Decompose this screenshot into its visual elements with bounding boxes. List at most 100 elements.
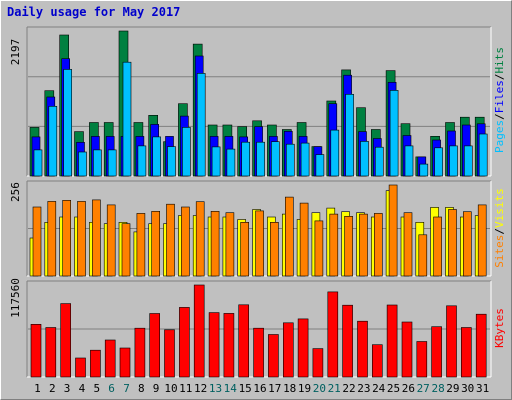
bar-pages-day-19	[300, 142, 310, 177]
bar-kbytes-day-6	[104, 339, 116, 378]
bar-kbytes-day-29	[446, 305, 457, 378]
bar-pages-day-7	[122, 61, 132, 177]
bar-pages-day-30	[463, 145, 473, 177]
x-label-day-22: 22	[342, 382, 355, 395]
bar-pages-day-10	[167, 146, 176, 177]
x-label-day-4: 4	[79, 382, 86, 395]
bar-kbytes-day-4	[75, 357, 86, 378]
bar-sites-day-16	[255, 210, 264, 277]
x-label-day-18: 18	[283, 382, 296, 395]
bar-kbytes-day-12	[193, 284, 205, 378]
x-label-day-1: 1	[34, 382, 41, 395]
bar-sites-day-27	[418, 234, 428, 277]
bar-pages-day-5	[93, 149, 102, 177]
bar-kbytes-day-23	[357, 320, 368, 378]
legend-hits: Hits	[493, 47, 506, 74]
bar-sites-day-23	[359, 213, 368, 277]
bar-sites-day-10	[166, 203, 175, 277]
bar-pages-day-27	[419, 163, 429, 177]
bar-sites-day-15	[240, 222, 249, 277]
x-label-day-15: 15	[239, 382, 252, 395]
x-label-day-16: 16	[253, 382, 266, 395]
bar-kbytes-day-3	[60, 303, 72, 378]
legend-kbytes: KBytes	[493, 308, 506, 348]
x-label-day-11: 11	[179, 382, 192, 395]
bar-sites-day-2	[47, 201, 57, 277]
svg-text:Pages/Files/Hits: Pages/Files/Hits	[493, 47, 506, 153]
bar-pages-day-1	[33, 149, 43, 177]
bar-sites-day-20	[314, 220, 324, 277]
x-label-day-6: 6	[108, 382, 115, 395]
x-label-day-30: 30	[461, 382, 474, 395]
bar-pages-day-16	[256, 141, 265, 177]
bar-pages-day-4	[78, 151, 87, 177]
bar-pages-day-12	[196, 73, 206, 177]
bar-sites-day-13	[210, 211, 220, 277]
bar-kbytes-day-11	[179, 307, 190, 378]
x-label-day-26: 26	[402, 382, 415, 395]
legend-bottom: KBytes	[493, 308, 506, 348]
legend-sites: Sites	[493, 235, 506, 268]
x-label-day-8: 8	[138, 382, 145, 395]
x-label-day-31: 31	[476, 382, 489, 395]
bar-pages-day-3	[63, 69, 73, 177]
x-label-day-24: 24	[372, 382, 386, 395]
bar-kbytes-day-22	[342, 304, 353, 378]
x-label-day-12: 12	[194, 382, 207, 395]
bar-pages-day-25	[389, 90, 399, 177]
bar-pages-day-6	[107, 149, 117, 177]
bar-kbytes-day-31	[475, 313, 487, 378]
bar-sites-day-1	[32, 206, 42, 277]
bar-sites-day-11	[181, 206, 190, 277]
bar-kbytes-day-2	[45, 327, 57, 378]
x-label-day-25: 25	[387, 382, 400, 395]
bar-pages-day-28	[434, 147, 443, 177]
bar-kbytes-day-30	[460, 327, 472, 378]
bar-sites-day-8	[136, 213, 146, 277]
legend-sep-1: /	[493, 113, 506, 120]
legend-sep-2: /	[493, 74, 506, 81]
bar-kbytes-day-5	[90, 349, 101, 378]
bar-pages-day-11	[182, 127, 191, 177]
x-label-day-29: 29	[446, 382, 459, 395]
bar-sites-day-28	[433, 216, 442, 277]
x-label-day-17: 17	[268, 382, 281, 395]
bar-kbytes-day-14	[223, 313, 235, 378]
bar-kbytes-day-24	[371, 344, 383, 378]
bar-sites-day-9	[151, 211, 160, 277]
bar-sites-day-19	[299, 202, 309, 277]
bar-sites-day-25	[388, 184, 398, 277]
bar-kbytes-day-25	[386, 304, 398, 378]
bar-pages-day-22	[345, 94, 354, 177]
bar-kbytes-day-18	[282, 322, 294, 378]
x-label-day-2: 2	[49, 382, 56, 395]
x-label-day-14: 14	[224, 382, 238, 395]
bar-pages-day-21	[330, 129, 340, 177]
x-label-day-7: 7	[123, 382, 130, 395]
chart-title: Daily usage for May 2017	[7, 5, 181, 19]
bar-kbytes-day-21	[327, 291, 339, 378]
bar-sites-day-22	[344, 216, 353, 277]
bar-kbytes-day-10	[164, 329, 175, 378]
bar-pages-day-18	[285, 143, 295, 177]
bar-sites-day-12	[195, 201, 205, 277]
bar-kbytes-day-8	[134, 327, 146, 378]
bar-sites-day-5	[92, 199, 101, 277]
bar-sites-day-31	[477, 204, 487, 277]
x-label-day-3: 3	[64, 382, 71, 395]
bar-sites-day-21	[329, 213, 339, 277]
bar-pages-day-8	[137, 145, 147, 177]
bar-sites-day-24	[373, 213, 383, 277]
bar-kbytes-day-19	[297, 318, 309, 378]
x-label-day-5: 5	[93, 382, 100, 395]
legend-files: Files	[493, 80, 506, 113]
bar-sites-day-26	[403, 212, 413, 277]
x-label-day-13: 13	[209, 382, 222, 395]
bar-sites-day-30	[462, 211, 472, 277]
bar-sites-day-18	[284, 196, 294, 277]
bar-sites-day-3	[62, 200, 72, 277]
svg-text:Sites/Visits: Sites/Visits	[493, 188, 506, 268]
x-label-day-27: 27	[417, 382, 430, 395]
bar-kbytes-day-28	[431, 326, 442, 378]
